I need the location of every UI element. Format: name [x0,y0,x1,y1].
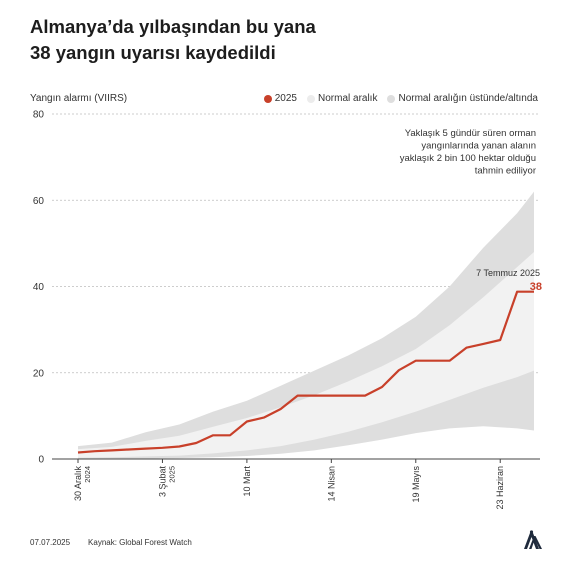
aa-logo-icon [524,530,542,549]
y-tick-label: 80 [33,110,45,121]
title-line-1: Almanya’da yılbaşından bu yana [30,16,316,37]
y-tick-label: 0 [38,455,44,466]
annotation-note-line: yangınlarında yanan alanın [421,141,536,152]
page-title: Almanya’da yılbaşından bu yana 38 yangın… [30,14,450,66]
legend-label-normal-range: Normal aralık [318,93,378,104]
annotation-note-line: Yaklaşık 5 gündür süren orman [405,128,536,139]
x-tick-label: 30 Aralık [73,466,83,502]
y-tick-label: 40 [33,282,45,293]
x-tick-label: 2024 [83,466,92,483]
legend-item-normal-range: Normal aralık [307,93,377,104]
y-tick-label: 60 [33,196,45,207]
x-tick-label: 3 Şubat [157,466,167,498]
x-tick-label: 10 Mart [242,466,252,497]
legend-swatch-above-below [387,94,396,103]
annotation-last-date: 7 Temmuz 2025 [476,268,540,278]
annotation-last-value: 38 [530,281,542,293]
line-chart: 0 20 40 60 80 30 Aralık 2024 3 Şubat 2025 10 Mart… [33,110,542,510]
legend-item-above-below: Normal aralığın üstünde/altında [387,93,538,104]
x-tick-label: 23 Haziran [495,466,505,510]
x-tick-label: 19 Mayıs [411,466,421,503]
chart-legend: 2025 Normal aralık Normal aralığın üstün… [263,93,538,104]
legend-swatch-2025 [263,94,272,103]
series-line-2025 [77,290,534,454]
title-line-2: 38 yangın uyarısı kaydedildi [30,42,276,63]
x-tick-label: 14 Nisan [326,466,336,502]
aa-logo [522,530,544,555]
legend-swatch-normal-range [307,94,315,103]
x-tick-label: 2025 [167,466,176,483]
band-normal-range [78,252,534,458]
y-tick-label: 20 [33,368,45,379]
y-axis-label: Yangın alarmı (VIIRS) [30,93,128,104]
annotation-note-line: yaklaşık 2 bin 100 hektar olduğu [400,153,536,164]
footer-date: 07.07.2025 [30,538,71,547]
annotation-note-line: tahmin ediliyor [475,166,536,177]
legend-label-above-below: Normal aralığın üstünde/altında [398,93,538,104]
legend-item-2025: 2025 [263,93,297,104]
footer-source: Kaynak: Global Forest Watch [88,538,192,547]
legend-label-2025: 2025 [274,93,297,104]
footer: 07.07.2025 Kaynak: Global Forest Watch [30,538,192,547]
